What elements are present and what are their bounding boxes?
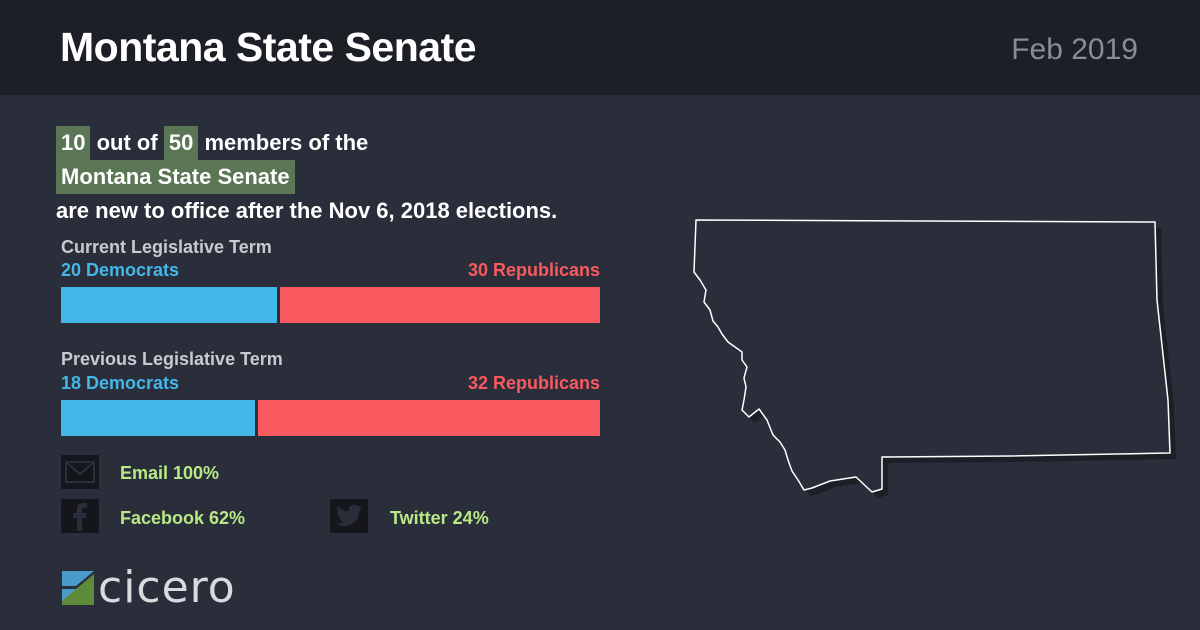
members-of-text: members of the xyxy=(204,130,369,155)
previous-term-bar xyxy=(61,400,600,436)
current-term-bar xyxy=(61,287,600,323)
body-name: Montana State Senate xyxy=(56,160,295,194)
facebook-icon xyxy=(61,499,99,533)
twitter-icon xyxy=(330,499,368,533)
summary-suffix: are new to office after the Nov 6, 2018 … xyxy=(56,198,558,223)
new-members-count: 10 xyxy=(56,126,91,160)
total-members-count: 50 xyxy=(163,126,199,160)
current-republicans-label: 30 Republicans xyxy=(467,260,600,280)
cicero-logo-mark xyxy=(62,570,94,605)
email-stat: Email 100% xyxy=(120,463,220,483)
previous-democrats-label: 18 Democrats xyxy=(61,373,180,393)
previous-republicans-segment xyxy=(255,400,600,436)
facebook-stat: Facebook 62% xyxy=(120,508,246,528)
previous-term-label: Previous Legislative Term xyxy=(61,349,283,369)
out-of-text: out of xyxy=(96,130,158,155)
montana-state-map xyxy=(693,219,1176,498)
previous-democrats-segment xyxy=(61,400,256,436)
email-icon xyxy=(61,455,99,489)
current-democrats-label: 20 Democrats xyxy=(61,260,180,280)
summary-text: 10 out of 50 members of the Montana Stat… xyxy=(56,126,676,228)
header-bar: Montana State Senate Feb 2019 xyxy=(0,0,1200,95)
current-republicans-segment xyxy=(276,287,600,323)
report-date: Feb 2019 xyxy=(1011,33,1138,66)
current-democrats-segment xyxy=(61,287,277,323)
cicero-logo: cicero xyxy=(62,562,236,613)
twitter-stat: Twitter 24% xyxy=(390,508,489,528)
previous-republicans-label: 32 Republicans xyxy=(467,373,600,393)
logo-text: cicero xyxy=(98,562,236,613)
page-title: Montana State Senate xyxy=(60,24,477,70)
current-term-label: Current Legislative Term xyxy=(61,237,272,257)
